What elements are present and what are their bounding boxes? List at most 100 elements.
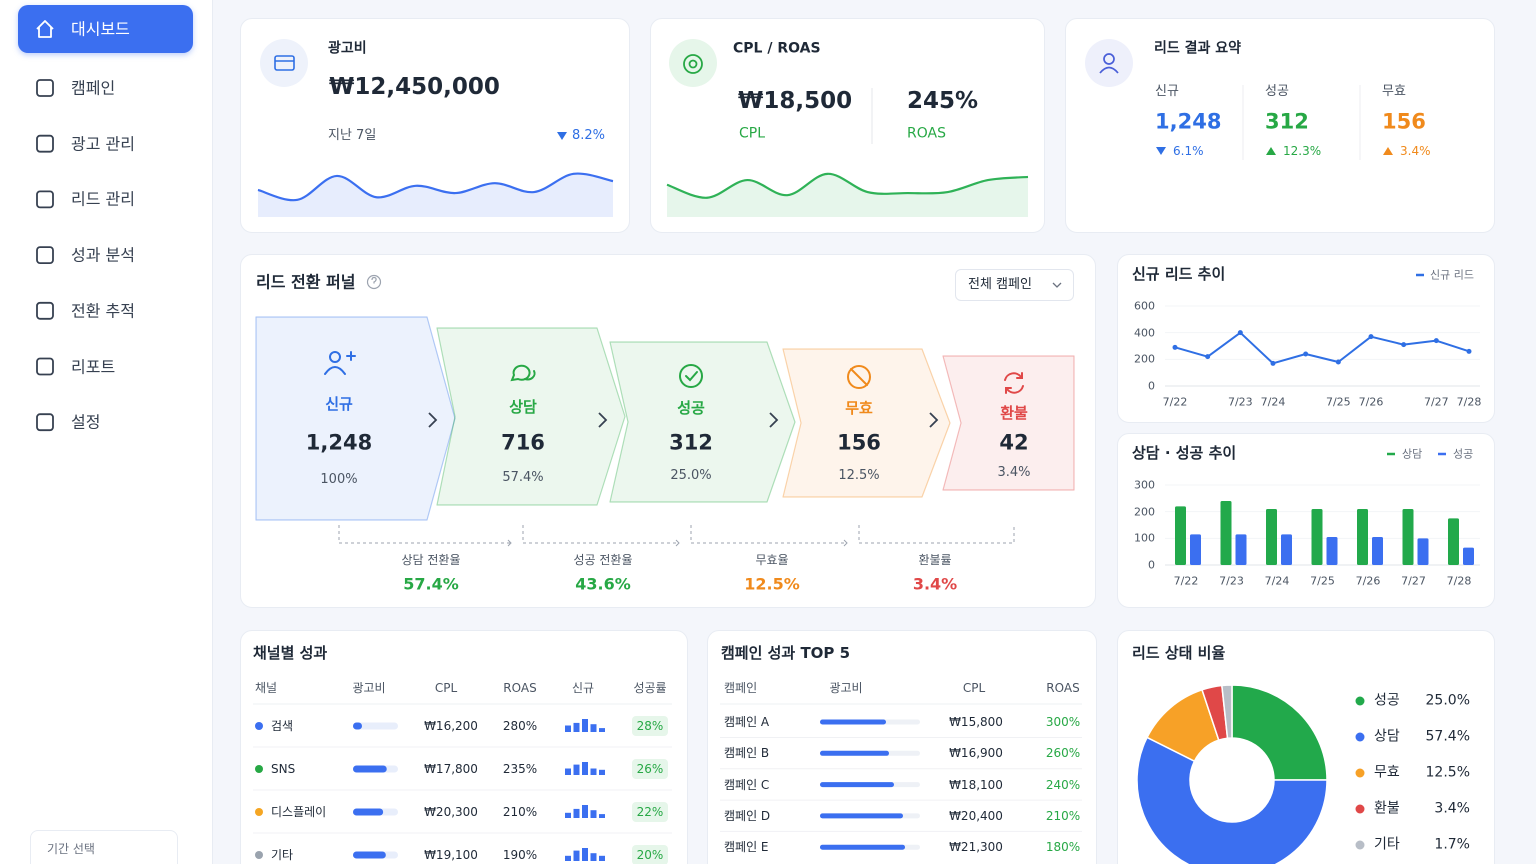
campaign-name: 캠페인 B [724, 746, 770, 761]
x-tick-label: 7/23 [1219, 574, 1244, 588]
stage-value: 42 [999, 430, 1029, 455]
legend-label: 기타 [1374, 836, 1400, 853]
x-tick-label: 7/22 [1162, 395, 1188, 409]
stage-percent: 100% [320, 472, 358, 488]
x-tick-label: 7/27 [1423, 395, 1449, 409]
kpi-label: CPL [739, 125, 766, 142]
cell-roas: 210% [1045, 808, 1081, 823]
success-pill [632, 845, 668, 864]
cell-cpl: ₩20,300 [424, 804, 478, 819]
legend-label: 상담 [1374, 728, 1400, 745]
x-tick-label: 7/26 [1355, 574, 1381, 588]
lead-status-card [1117, 630, 1495, 864]
stage-percent: 57.4% [502, 470, 544, 486]
legend-label: 환불 [1374, 800, 1400, 817]
stage-percent: 12.5% [838, 468, 880, 484]
cell-roas: 235% [502, 761, 538, 776]
y-tick-label: 100 [1134, 531, 1155, 545]
summary-value: 312 [1265, 109, 1309, 134]
y-tick-label: 300 [1134, 478, 1155, 492]
column-header: 채널 [255, 680, 278, 695]
kpi-value: ₩18,500 [738, 88, 853, 115]
kpi-period: 지난 7일 [328, 128, 377, 144]
rate-label: 무효율 [755, 552, 789, 567]
cell-success-rate: 20% [636, 847, 664, 862]
cell-cpl: ₩15,800 [949, 714, 1003, 729]
stage-label: 상담 [509, 398, 537, 416]
column-header: CPL [434, 680, 458, 695]
cell-cpl: ₩19,100 [424, 847, 478, 862]
legend-label: 무효 [1374, 764, 1400, 781]
stage-label: 환불 [1000, 404, 1028, 422]
column-header: 캠페인 [724, 680, 758, 695]
stage-label: 무효 [845, 399, 873, 417]
legend-label: 성공 [1453, 447, 1474, 461]
chart-title: 상담 · 성공 추이 [1132, 444, 1237, 462]
nav-item-label[interactable]: 대시보드 [71, 19, 130, 39]
card-title: 채널별 성과 [253, 644, 328, 662]
nav-item-label[interactable]: 설정 [71, 412, 101, 432]
period-select[interactable] [30, 830, 178, 864]
cell-cpl: ₩16,900 [949, 746, 1003, 761]
card-title: 광고비 [328, 40, 367, 57]
x-tick-label: 7/27 [1401, 574, 1426, 588]
filter-dropdown-label[interactable]: 전체 캠페인 [968, 277, 1032, 293]
legend-value: 3.4% [1434, 800, 1470, 817]
period-select-label: 기간 선택 [47, 841, 95, 856]
y-tick-label: 200 [1134, 505, 1155, 519]
column-header: 신규 [571, 680, 595, 695]
column-header: 광고비 [829, 680, 863, 695]
chart-title: 신규 리드 추이 [1132, 265, 1226, 283]
cell-cpl: ₩16,200 [424, 718, 478, 733]
x-tick-label: 7/28 [1446, 574, 1472, 588]
cell-roas: 260% [1045, 746, 1081, 761]
stage-label: 신규 [325, 395, 353, 413]
x-tick-label: 7/26 [1358, 395, 1384, 409]
kpi-value: ₩12,450,000 [329, 74, 500, 101]
y-tick-label: 400 [1134, 326, 1155, 340]
x-tick-label: 7/25 [1325, 395, 1351, 409]
nav-item-label[interactable]: 리포트 [71, 356, 116, 376]
x-tick-label: 7/23 [1227, 395, 1253, 409]
card-title: 리드 상태 비율 [1132, 644, 1226, 662]
summary-value: 156 [1382, 109, 1426, 134]
stage-value: 716 [501, 430, 545, 455]
legend-value: 1.7% [1434, 836, 1470, 853]
x-tick-label: 7/24 [1260, 395, 1286, 409]
legend-value: 57.4% [1425, 728, 1470, 745]
cell-success-rate: 26% [636, 761, 664, 776]
rate-label: 상담 전환율 [401, 552, 461, 567]
nav-item-label[interactable]: 리드 관리 [71, 189, 135, 209]
channel-card [240, 630, 688, 864]
cell-roas: 190% [502, 847, 538, 862]
nav-item-label[interactable]: 성과 분석 [71, 245, 135, 265]
stage-label: 성공 [677, 399, 705, 417]
cell-cpl: ₩21,300 [949, 839, 1003, 854]
rate-value: 43.6% [575, 574, 631, 594]
nav-item-label[interactable]: 캠페인 [71, 78, 116, 98]
kpi-change: 8.2% [571, 128, 605, 144]
summary-change: 12.3% [1283, 143, 1322, 158]
summary-label: 성공 [1265, 84, 1289, 100]
success-pill [632, 716, 668, 736]
column-header: 성공률 [633, 680, 667, 695]
channel-name: 디스플레이 [271, 804, 327, 819]
rate-label: 성공 전환율 [573, 552, 633, 567]
x-tick-label: 7/24 [1264, 574, 1290, 588]
nav-item-label[interactable]: 전환 추적 [71, 301, 135, 321]
legend-label: 상담 [1402, 447, 1423, 461]
nav-item-label[interactable]: 광고 관리 [71, 134, 135, 154]
channel-name: 기타 [271, 847, 294, 862]
y-tick-label: 200 [1134, 352, 1155, 366]
stage-value: 156 [837, 430, 881, 455]
cell-roas: 300% [1045, 714, 1081, 729]
column-header: ROAS [503, 680, 537, 695]
cell-roas: 210% [502, 804, 538, 819]
y-tick-label: 0 [1148, 379, 1155, 393]
channel-name: SNS [271, 761, 296, 776]
kpi-label: ROAS [907, 125, 946, 142]
success-pill [632, 759, 668, 779]
campaign-name: 캠페인 A [724, 714, 770, 729]
cell-cpl: ₩18,100 [949, 777, 1003, 792]
